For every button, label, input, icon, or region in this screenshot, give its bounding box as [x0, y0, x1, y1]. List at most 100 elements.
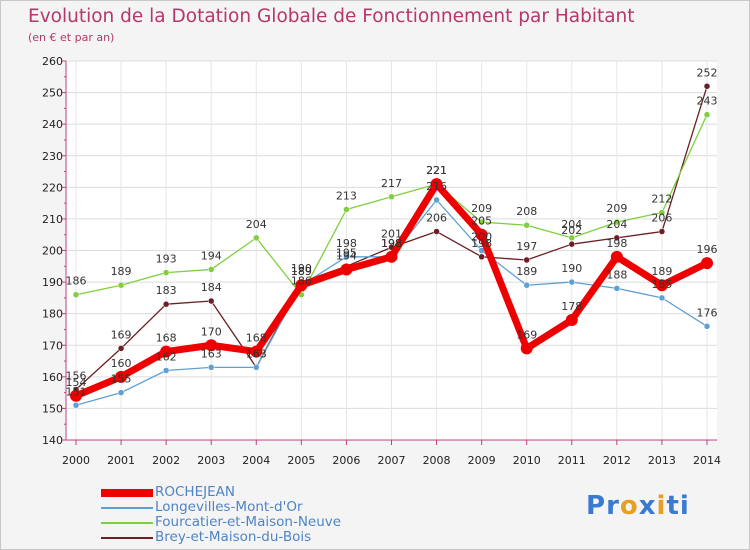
- data-label: 205: [471, 215, 492, 228]
- data-label: 217: [381, 177, 402, 190]
- data-label: 202: [561, 224, 582, 237]
- data-point: [385, 250, 398, 263]
- data-label: 209: [471, 202, 492, 215]
- logo-letter: i: [656, 491, 667, 521]
- logo-letter: i: [679, 491, 690, 521]
- x-tick-label: 2014: [693, 454, 721, 467]
- data-label: 151: [66, 385, 87, 398]
- logo-letter: t: [666, 491, 680, 521]
- data-label: 194: [336, 249, 357, 262]
- data-label: 197: [516, 240, 537, 253]
- data-label: 184: [201, 281, 222, 294]
- data-label: 186: [291, 275, 312, 288]
- data-label: 154: [66, 376, 87, 389]
- line-chart: 140 150 160 170 180 190 200 210 220 230 240 250 260 2…: [42, 55, 721, 467]
- data-point: [703, 323, 711, 330]
- data-point: [523, 281, 530, 289]
- data-point: [162, 300, 170, 308]
- logo-letter: o: [619, 491, 639, 521]
- data-label: 209: [606, 202, 627, 215]
- data-label: 204: [561, 218, 582, 231]
- data-point: [475, 228, 488, 241]
- legend-label: Brey-et-Maison-du-Bois: [155, 529, 312, 545]
- x-tick-label: 2006: [332, 454, 360, 467]
- data-point: [701, 257, 713, 270]
- data-label: 162: [156, 351, 177, 364]
- data-point: [72, 291, 80, 298]
- data-label: 204: [246, 218, 267, 231]
- data-label: 183: [156, 284, 177, 297]
- data-point: [568, 234, 576, 242]
- data-point: [658, 294, 666, 302]
- data-point: [430, 178, 443, 191]
- data-point: [343, 253, 350, 261]
- data-label: 252: [697, 66, 718, 79]
- data-label: 163: [201, 347, 222, 360]
- data-point: [703, 83, 711, 90]
- data-point: [295, 279, 308, 292]
- data-label: 201: [381, 227, 402, 240]
- data-point: [205, 339, 218, 352]
- data-point: [613, 218, 621, 226]
- legend-label: Fourcatier-et-Maison-Neuve: [155, 514, 342, 530]
- data-label: 168: [246, 332, 267, 345]
- data-point: [478, 218, 485, 226]
- legend-swatch: [101, 506, 153, 509]
- data-point: [658, 209, 666, 216]
- data-point: [658, 228, 666, 235]
- data-point: [117, 281, 125, 289]
- data-label: 169: [516, 328, 537, 341]
- data-label: 206: [426, 212, 447, 225]
- data-label: 198: [381, 237, 402, 250]
- data-label: 204: [606, 218, 627, 231]
- y-tick-label: 180: [42, 308, 63, 321]
- legend-label: ROCHEJEAN: [155, 484, 235, 500]
- data-point: [433, 228, 440, 235]
- legend-swatch: [101, 488, 153, 497]
- data-label: 221: [426, 164, 447, 177]
- data-point: [160, 345, 173, 358]
- legend-item: Brey-et-Maison-du-Bois: [101, 530, 341, 545]
- data-label: 221: [426, 164, 447, 177]
- data-label: 163: [246, 347, 267, 360]
- data-label: 185: [651, 278, 672, 291]
- data-label: 206: [651, 212, 672, 225]
- data-label: 170: [201, 325, 222, 338]
- data-label: 216: [426, 180, 447, 193]
- data-label: 189: [291, 265, 312, 278]
- data-label: 186: [66, 275, 87, 288]
- legend-swatch: [101, 536, 153, 539]
- data-point: [568, 240, 576, 248]
- data-label: 168: [156, 332, 177, 345]
- data-label: 212: [651, 193, 672, 206]
- data-point: [613, 285, 621, 292]
- data-label: 198: [606, 237, 627, 250]
- y-tick-label: 190: [42, 276, 63, 289]
- data-point: [343, 206, 350, 213]
- data-label: 194: [201, 249, 222, 262]
- data-point: [207, 297, 215, 305]
- data-label: 196: [697, 243, 718, 256]
- x-tick-label: 2000: [62, 454, 90, 467]
- y-tick-label: 160: [42, 371, 63, 384]
- data-point: [520, 342, 533, 355]
- y-tick-label: 240: [42, 118, 63, 131]
- data-label: 213: [336, 189, 357, 202]
- data-point: [207, 364, 215, 371]
- x-tick-label: 2008: [423, 454, 451, 467]
- data-label: 156: [66, 369, 87, 382]
- data-point: [207, 266, 215, 273]
- data-label: 176: [697, 306, 718, 319]
- y-tick-label: 200: [42, 245, 63, 258]
- data-label: 188: [606, 268, 627, 281]
- data-label: 189: [651, 265, 672, 278]
- x-tick-label: 2002: [152, 454, 180, 467]
- legend-item: ROCHEJEAN: [101, 485, 341, 500]
- data-label: 190: [561, 262, 582, 275]
- logo-letter: x: [638, 491, 657, 521]
- data-label: 178: [561, 300, 582, 313]
- data-label: 190: [291, 262, 312, 275]
- legend-swatch: [101, 521, 153, 524]
- x-tick-label: 2003: [197, 454, 225, 467]
